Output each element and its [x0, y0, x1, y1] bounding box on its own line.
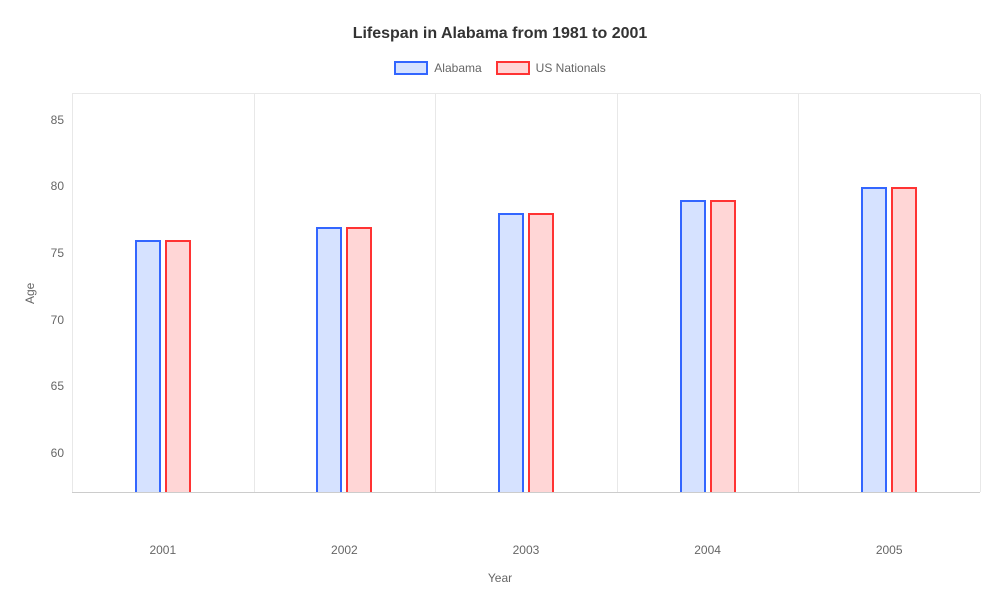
gridline: [980, 94, 981, 492]
legend-label-alabama: Alabama: [434, 61, 481, 75]
legend: Alabama US Nationals: [20, 61, 980, 75]
chart-title: Lifespan in Alabama from 1981 to 2001: [20, 25, 980, 43]
plot-area: [72, 93, 980, 493]
x-tick: 2003: [435, 533, 617, 557]
bar: [891, 187, 917, 492]
x-tick: 2001: [72, 533, 254, 557]
x-tick: 2004: [617, 533, 799, 557]
x-tick: 2002: [254, 533, 436, 557]
legend-swatch-us-nationals: [496, 61, 530, 75]
bar: [135, 240, 161, 492]
bar-group: [72, 94, 254, 492]
bar: [316, 227, 342, 492]
bar: [165, 240, 191, 492]
legend-swatch-alabama: [394, 61, 428, 75]
legend-label-us-nationals: US Nationals: [536, 61, 606, 75]
bar: [498, 213, 524, 492]
bar-group: [798, 94, 980, 492]
bar: [528, 213, 554, 492]
bar: [680, 200, 706, 492]
legend-item-alabama: Alabama: [394, 61, 481, 75]
legend-item-us-nationals: US Nationals: [496, 61, 606, 75]
x-axis: 20012002200320042005: [72, 533, 980, 557]
chart-container: Lifespan in Alabama from 1981 to 2001 Al…: [0, 0, 1000, 600]
bar-group: [254, 94, 436, 492]
bar-group: [617, 94, 799, 492]
bar: [710, 200, 736, 492]
bar: [346, 227, 372, 492]
y-axis: 858075706560: [40, 93, 72, 493]
y-axis-label: Age: [20, 93, 40, 493]
bar-group: [435, 94, 617, 492]
x-axis-label: Year: [20, 571, 980, 585]
bar: [861, 187, 887, 492]
x-tick: 2005: [798, 533, 980, 557]
plot-wrapper: Age 858075706560: [20, 93, 980, 533]
